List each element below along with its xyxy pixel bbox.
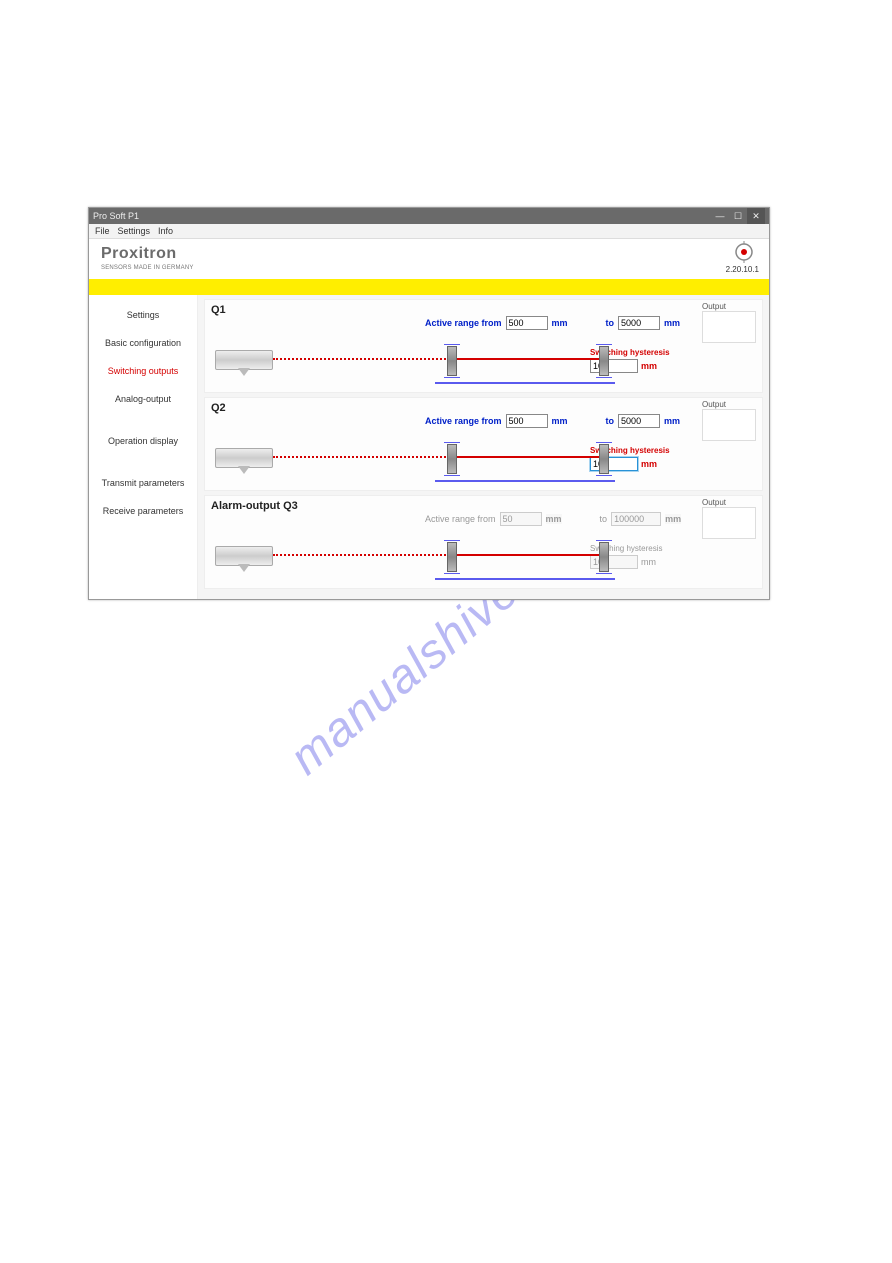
- bracket-to: [599, 346, 609, 376]
- beam-solid: [453, 358, 603, 360]
- bracket-to: [599, 542, 609, 572]
- beam-dashed: [273, 554, 453, 556]
- panel-q2-title: Q2: [211, 402, 226, 414]
- panel-q3-title: Alarm-output Q3: [211, 500, 298, 512]
- q1-from-unit: mm: [552, 318, 568, 328]
- q2-output-label: Output: [702, 400, 756, 409]
- menubar: File Settings Info: [89, 224, 769, 239]
- bracket-from: [447, 542, 457, 572]
- yellow-strip: [89, 279, 769, 295]
- q2-output-indicator: [702, 409, 756, 441]
- sensor-icon: [215, 350, 273, 370]
- q3-to-input: [611, 512, 661, 526]
- q3-diagram: [215, 538, 755, 584]
- version-label: 2.20.10.1: [726, 265, 759, 274]
- app-window: Pro Soft P1 — ☐ ✕ File Settings Info Pro…: [88, 207, 770, 600]
- main-pane: Q1 Active range from mm to mm Output Swi…: [198, 295, 769, 599]
- panel-q1-title: Q1: [211, 304, 226, 316]
- q3-to-unit: mm: [665, 514, 681, 524]
- sidebar-item-receive-parameters[interactable]: Receive parameters: [89, 497, 197, 525]
- content-area: Settings Basic configuration Switching o…: [89, 295, 769, 599]
- bracket-to: [599, 444, 609, 474]
- q2-from-unit: mm: [552, 416, 568, 426]
- sidebar-item-operation-display[interactable]: Operation display: [89, 413, 197, 469]
- menu-file[interactable]: File: [95, 226, 110, 236]
- menu-info[interactable]: Info: [158, 226, 173, 236]
- q3-to-label: to: [600, 514, 608, 524]
- beam-solid: [453, 554, 603, 556]
- footbar: [435, 382, 615, 384]
- panel-q2: Q2 Active range from mm to mm Output Swi…: [204, 397, 763, 491]
- panel-q1: Q1 Active range from mm to mm Output Swi…: [204, 299, 763, 393]
- q3-output-label: Output: [702, 498, 756, 507]
- maximize-button[interactable]: ☐: [729, 208, 747, 224]
- sensor-icon: [215, 448, 273, 468]
- target-icon: [733, 241, 755, 266]
- bracket-from: [447, 346, 457, 376]
- bracket-from: [447, 444, 457, 474]
- q3-output-box: Output: [702, 498, 756, 538]
- q3-output-indicator: [702, 507, 756, 539]
- q3-range-row: Active range from mm to mm: [425, 512, 681, 526]
- q1-from-input[interactable]: [506, 316, 548, 330]
- close-button[interactable]: ✕: [747, 208, 765, 224]
- sensor-icon: [215, 546, 273, 566]
- q1-diagram: [215, 342, 755, 388]
- menu-settings[interactable]: Settings: [118, 226, 151, 236]
- q2-output-box: Output: [702, 400, 756, 440]
- q1-output-indicator: [702, 311, 756, 343]
- sidebar-item-analog-output[interactable]: Analog-output: [89, 385, 197, 413]
- q2-to-label: to: [606, 416, 615, 426]
- beam-dashed: [273, 358, 453, 360]
- brand-logo: Proxitron: [101, 245, 177, 263]
- titlebar: Pro Soft P1 — ☐ ✕: [89, 208, 769, 224]
- sidebar-item-transmit-parameters[interactable]: Transmit parameters: [89, 469, 197, 497]
- footbar: [435, 480, 615, 482]
- q3-from-input: [500, 512, 542, 526]
- q1-to-input[interactable]: [618, 316, 660, 330]
- q1-to-unit: mm: [664, 318, 680, 328]
- q1-from-label: Active range from: [425, 318, 502, 328]
- q3-from-unit: mm: [546, 514, 562, 524]
- sidebar-item-switching-outputs[interactable]: Switching outputs: [89, 357, 197, 385]
- sidebar-item-basic-config[interactable]: Basic configuration: [89, 329, 197, 357]
- sidebar-item-settings[interactable]: Settings: [89, 301, 197, 329]
- q1-output-label: Output: [702, 302, 756, 311]
- sidebar: Settings Basic configuration Switching o…: [89, 295, 198, 599]
- q1-to-label: to: [606, 318, 615, 328]
- q2-to-unit: mm: [664, 416, 680, 426]
- brand-bar: Proxitron SENSORS MADE IN GERMANY 2.20.1…: [89, 239, 769, 279]
- q2-from-label: Active range from: [425, 416, 502, 426]
- q2-diagram: [215, 440, 755, 486]
- brand-tagline: SENSORS MADE IN GERMANY: [101, 265, 194, 271]
- window-title: Pro Soft P1: [93, 211, 711, 221]
- q2-from-input[interactable]: [506, 414, 548, 428]
- beam-dashed: [273, 456, 453, 458]
- panel-q3: Alarm-output Q3 Active range from mm to …: [204, 495, 763, 589]
- footbar: [435, 578, 615, 580]
- q1-output-box: Output: [702, 302, 756, 342]
- q2-range-row: Active range from mm to mm: [425, 414, 680, 428]
- q2-to-input[interactable]: [618, 414, 660, 428]
- minimize-button[interactable]: —: [711, 208, 729, 224]
- q1-range-row: Active range from mm to mm: [425, 316, 680, 330]
- q3-from-label: Active range from: [425, 514, 496, 524]
- beam-solid: [453, 456, 603, 458]
